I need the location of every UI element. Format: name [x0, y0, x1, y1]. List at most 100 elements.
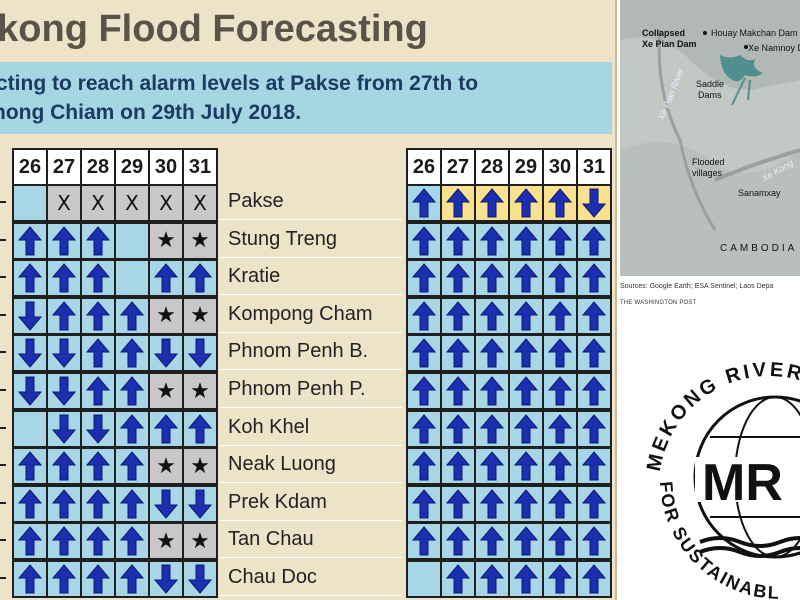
row-divider [0, 201, 6, 203]
right-forecast-cell [440, 221, 476, 260]
left-forecast-cell: ★ [148, 296, 184, 335]
up-arrow-icon [120, 451, 144, 481]
right-forecast-cell [576, 560, 612, 598]
up-arrow-icon [548, 376, 572, 406]
left-forecast-cell [46, 221, 82, 260]
right-forecast-cell [576, 484, 612, 523]
up-arrow-icon [52, 451, 76, 481]
left-forecast-cell [46, 372, 82, 410]
right-day-header: 31 [576, 148, 612, 186]
right-forecast-cell [542, 560, 578, 598]
down-arrow-icon [154, 564, 178, 594]
right-forecast-cell [576, 221, 612, 260]
up-arrow-icon [514, 263, 538, 293]
left-forecast-cell [80, 447, 116, 486]
left-forecast-cell [114, 296, 150, 335]
row-divider [0, 276, 6, 279]
station-label: Kompong Cham [220, 296, 402, 333]
left-forecast-cell [80, 372, 116, 410]
title-bar: ekong Flood Forecasting [0, 0, 612, 60]
left-forecast-cell [182, 334, 218, 373]
star-icon: ★ [156, 303, 176, 329]
map-label-saddle: Saddle [696, 79, 725, 89]
up-arrow-icon [480, 263, 504, 293]
up-arrow-icon [446, 301, 470, 331]
down-arrow-icon [188, 564, 212, 594]
down-arrow-icon [52, 338, 76, 369]
right-forecast-cell [576, 184, 612, 222]
left-forecast-cell: ★ [182, 221, 218, 260]
row-divider [0, 313, 6, 316]
right-day-header: 30 [542, 148, 578, 186]
left-forecast-cell [80, 221, 116, 260]
right-forecast-cell [542, 484, 578, 523]
down-arrow-icon [188, 338, 212, 369]
map-label-collapsed: Collapsed [642, 28, 686, 38]
station-label: Phnom Penh P. [220, 372, 402, 408]
right-forecast-cell [406, 447, 442, 486]
left-forecast-cell: ★ [148, 372, 184, 410]
up-arrow-icon [446, 188, 470, 218]
up-arrow-icon [548, 338, 572, 368]
up-arrow-icon [548, 526, 572, 556]
right-forecast-cell [474, 259, 510, 298]
left-forecast-cell [46, 334, 82, 373]
up-arrow-icon [52, 263, 76, 293]
flood-forecast-poster: ekong Flood Forecasting cting to reach a… [0, 0, 617, 600]
subtitle-box: cting to reach alarm levels at Pakse fro… [0, 62, 612, 134]
up-arrow-icon [120, 338, 144, 368]
up-arrow-icon [52, 225, 76, 256]
up-arrow-icon [412, 225, 436, 256]
up-arrow-icon [86, 526, 110, 556]
left-day-header: 31 [182, 148, 218, 186]
left-forecast-cell [12, 560, 48, 598]
up-arrow-icon [582, 376, 606, 406]
left-forecast-cell [114, 259, 150, 298]
left-forecast-cell: X [80, 184, 116, 222]
down-arrow-icon [188, 489, 212, 519]
right-forecast-cell [406, 560, 442, 598]
station-label: Prek Kdam [220, 484, 402, 521]
left-day-header: 28 [80, 148, 116, 186]
right-forecast-cell [406, 522, 442, 561]
up-arrow-icon [514, 451, 538, 481]
left-forecast-cell [114, 560, 150, 598]
up-arrow-icon [446, 564, 470, 594]
up-arrow-icon [446, 225, 470, 256]
left-forecast-cell [12, 484, 48, 523]
right-forecast-cell [542, 409, 578, 448]
left-forecast-cell: X [46, 184, 82, 222]
up-arrow-icon [582, 451, 606, 481]
up-arrow-icon [120, 376, 144, 406]
station-label: Tan Chau [220, 522, 402, 559]
up-arrow-icon [446, 451, 470, 481]
up-arrow-icon [412, 376, 436, 406]
row-divider [0, 501, 6, 504]
page-title: ekong Flood Forecasting [0, 8, 428, 50]
right-day-header: 29 [508, 148, 544, 186]
right-forecast-cell [542, 522, 578, 561]
left-forecast-cell [148, 409, 184, 448]
up-arrow-icon [582, 489, 606, 519]
right-forecast-cell [542, 221, 578, 260]
right-forecast-cell [440, 484, 476, 523]
right-forecast-cell [508, 484, 544, 523]
left-forecast-cell: ★ [182, 296, 218, 335]
right-forecast-cell [440, 560, 476, 598]
left-forecast-cell: ★ [182, 522, 218, 561]
down-arrow-icon [52, 376, 76, 406]
right-forecast-cell [406, 184, 442, 222]
right-forecast-cell [508, 560, 544, 598]
up-arrow-icon [188, 263, 212, 293]
up-arrow-icon [86, 564, 110, 594]
up-arrow-icon [514, 413, 538, 444]
left-forecast-cell [80, 522, 116, 561]
up-arrow-icon [446, 263, 470, 293]
right-forecast-cell [508, 447, 544, 486]
up-arrow-icon [412, 451, 436, 481]
up-arrow-icon [18, 263, 42, 293]
left-forecast-cell [148, 334, 184, 373]
left-forecast-cell [12, 372, 48, 410]
right-forecast-cell [576, 372, 612, 410]
map-label-dams: Dams [698, 90, 722, 100]
